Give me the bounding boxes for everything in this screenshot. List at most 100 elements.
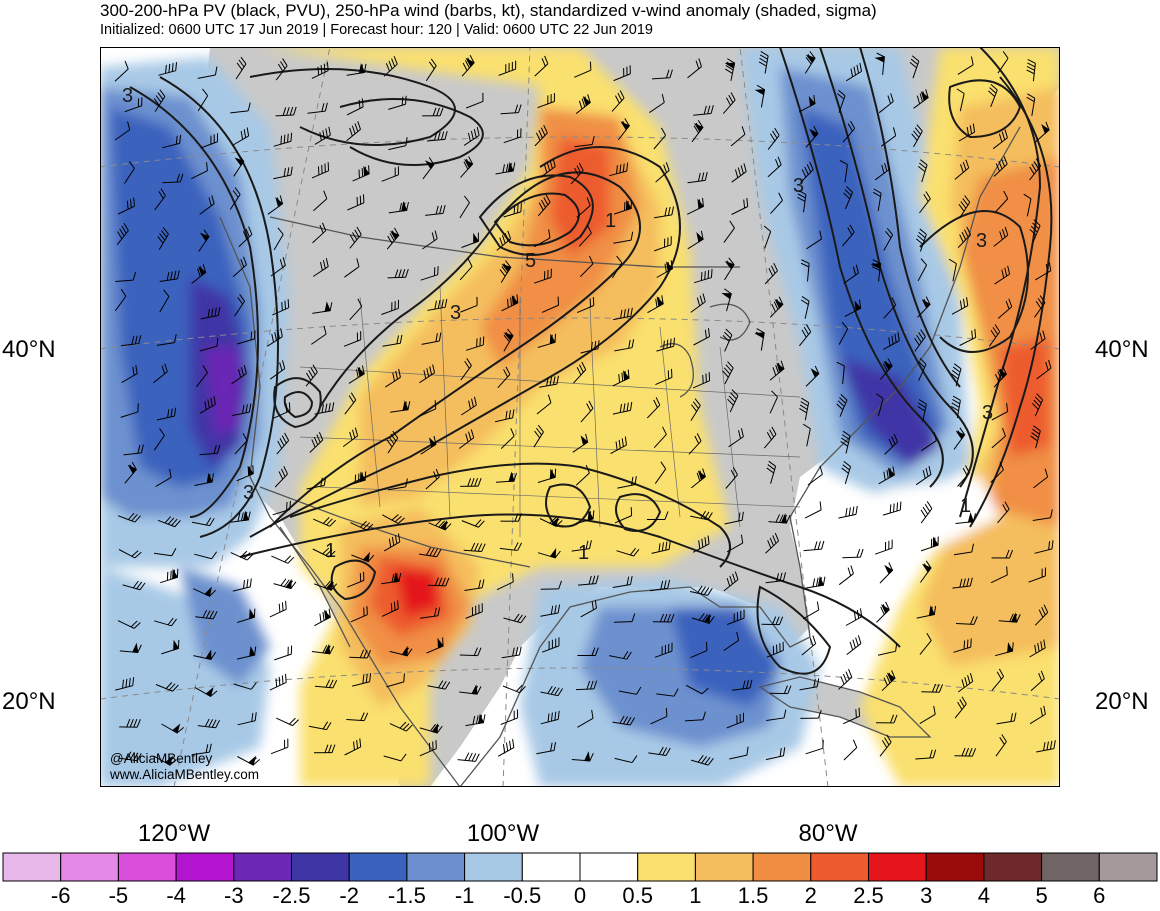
colorbar-swatch — [60, 852, 119, 882]
wind-barb — [497, 366, 511, 389]
wind-barb — [459, 195, 470, 219]
wind-barb — [1026, 93, 1036, 116]
wind-barb — [269, 600, 287, 618]
wind-barb — [724, 58, 736, 81]
colorbar-swatch — [752, 852, 812, 882]
wind-barb — [874, 160, 891, 181]
wind-barb — [685, 684, 709, 695]
wind-barb — [387, 269, 409, 279]
wind-barb — [948, 258, 957, 282]
lon-label-120w: 120°W — [137, 820, 211, 847]
wind-barb — [427, 577, 450, 587]
contour-label: 3 — [793, 175, 804, 197]
wind-barb — [883, 332, 900, 350]
wind-barb — [919, 560, 932, 583]
wind-barb — [503, 203, 522, 218]
wind-barb — [842, 548, 864, 559]
wind-barb — [952, 577, 973, 589]
wind-barb — [915, 749, 937, 760]
wind-barb — [199, 444, 221, 456]
chart-subtitle: Initialized: 0600 UTC 17 Jun 2019 | Fore… — [100, 22, 653, 38]
wind-barb — [805, 365, 820, 387]
wind-barb — [233, 154, 245, 177]
wind-barb — [346, 63, 367, 76]
wind-barb — [382, 334, 403, 347]
wind-barb — [917, 258, 928, 282]
wind-barb — [196, 365, 208, 388]
colorbar-tick-label: -4 — [166, 883, 186, 908]
wind-barb — [460, 358, 472, 381]
wind-barb — [114, 121, 131, 141]
wind-barb — [875, 393, 884, 417]
wind-barb — [269, 673, 287, 691]
wind-barb — [231, 365, 247, 385]
wind-barb — [724, 511, 744, 525]
colorbar-swatch — [1098, 852, 1158, 882]
wind-barb — [647, 295, 664, 314]
wind-barb — [501, 294, 519, 312]
colorbar-swatch — [694, 852, 754, 882]
wind-barb — [995, 734, 1007, 757]
wind-barb — [915, 228, 927, 252]
wind-barb — [421, 332, 442, 345]
wind-barb — [465, 713, 486, 727]
wind-barb — [191, 743, 212, 756]
wind-barb — [419, 364, 436, 384]
wind-barb — [921, 432, 937, 452]
wind-barb — [836, 361, 845, 384]
wind-barb — [875, 714, 898, 724]
wind-barb — [162, 173, 184, 184]
wind-barb — [958, 123, 976, 142]
wind-barb — [419, 740, 437, 757]
wind-barb — [124, 97, 143, 113]
wind-barb — [916, 605, 937, 619]
wind-barb — [464, 579, 485, 591]
wind-barb — [270, 738, 289, 755]
wind-barb — [648, 746, 671, 756]
wind-barb — [655, 368, 673, 386]
wind-barb — [883, 227, 894, 251]
wind-barb — [654, 642, 673, 658]
wind-barb — [541, 637, 560, 653]
wind-barb — [119, 642, 142, 653]
wind-barb — [426, 637, 444, 654]
wind-barb — [419, 400, 437, 417]
wind-barb — [614, 755, 638, 764]
wind-barb — [344, 738, 362, 756]
wind-barb — [723, 631, 740, 651]
wind-barb — [769, 360, 785, 381]
wind-barb — [200, 133, 219, 149]
wind-barb — [731, 163, 747, 183]
wind-barb — [386, 673, 405, 688]
wind-barb — [306, 477, 327, 490]
wind-barb — [880, 127, 897, 147]
wind-barb — [955, 616, 978, 625]
wind-barb — [420, 435, 437, 455]
wind-barb — [269, 360, 286, 380]
wind-barb — [465, 336, 485, 351]
wind-barb — [425, 468, 440, 490]
wind-barb — [123, 444, 144, 456]
wind-barb — [921, 683, 944, 693]
wind-barb — [692, 372, 711, 389]
wind-barb — [687, 171, 708, 184]
wind-barb — [614, 339, 635, 352]
wind-barb — [314, 402, 335, 415]
colorbar-swatch — [291, 852, 350, 882]
contour-label: 3 — [122, 85, 133, 107]
wind-barb — [425, 204, 446, 216]
wind-barb — [754, 328, 765, 351]
wind-barb — [114, 60, 129, 82]
wind-barb — [576, 197, 591, 218]
wind-barb — [726, 534, 744, 553]
wind-barb — [122, 580, 146, 591]
wind-barb — [156, 334, 177, 346]
wind-barb — [646, 511, 669, 520]
wind-barb — [230, 102, 251, 114]
wind-barb — [654, 206, 675, 219]
wind-barb — [879, 358, 893, 380]
wind-barb — [611, 255, 623, 279]
wind-barb — [118, 549, 142, 559]
wind-barb — [954, 696, 967, 719]
colorbar-swatch — [637, 852, 696, 882]
